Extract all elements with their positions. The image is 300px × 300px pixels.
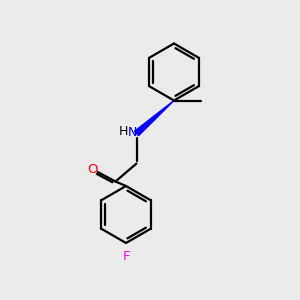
- Text: N: N: [128, 126, 138, 140]
- Text: F: F: [122, 250, 130, 262]
- Text: H: H: [118, 124, 128, 138]
- Text: O: O: [88, 163, 98, 176]
- Polygon shape: [134, 100, 174, 136]
